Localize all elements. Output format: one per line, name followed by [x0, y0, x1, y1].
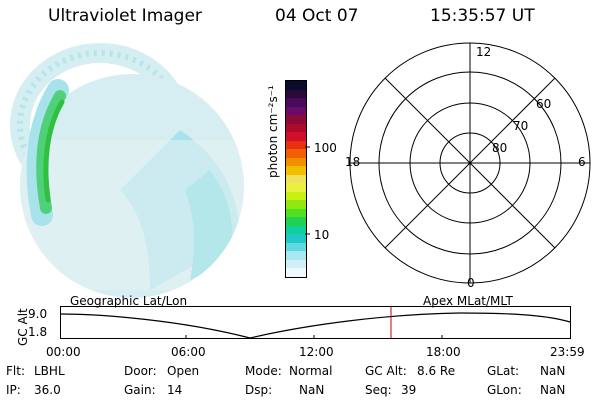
glon-value: NaN — [540, 383, 566, 397]
mlt-label-12: 12 — [476, 45, 492, 59]
altitude-curve — [59, 312, 571, 339]
seq-label: Seq: — [365, 383, 392, 397]
colorbar-segment — [286, 123, 306, 133]
timeline-x-tick-1: 06:00 — [171, 345, 206, 359]
colorbar-segment — [286, 81, 306, 90]
lat-label-70: 70 — [513, 119, 529, 133]
timeline-x-tick-3: 18:00 — [426, 345, 461, 359]
timeline-right-label: Apex MLat/MLT — [423, 294, 513, 308]
time-label: 15:35:57 UT — [430, 6, 535, 26]
timeline-y-tick-bottom: 1.8 — [28, 325, 48, 339]
timeline-plot — [59, 306, 571, 339]
glat-value: NaN — [540, 364, 566, 378]
aurora-bright-arc — [26, 79, 69, 226]
colorbar-segment — [286, 208, 306, 218]
ip-value: 36.0 — [34, 383, 61, 397]
colorbar-segment — [286, 191, 306, 201]
colorbar-segment — [286, 174, 306, 184]
mode-value: Normal — [289, 364, 333, 378]
colorbar-tick-100: 100 — [314, 141, 337, 155]
date-label: 04 Oct 07 — [275, 6, 359, 26]
door-value: Open — [167, 364, 200, 378]
colorbar-segment — [286, 157, 306, 167]
colorbar-segment — [286, 149, 306, 158]
colorbar — [285, 80, 307, 278]
timeline-x-tick-0: 00:00 — [46, 345, 81, 359]
colorbar-segment — [286, 259, 306, 269]
timeline-x-tick-2: 12:00 — [299, 345, 334, 359]
gcalt-value: 8.6 Re — [417, 364, 456, 378]
timeline-y-tick-top: 9.0 — [28, 307, 48, 321]
flt-label: Flt: — [6, 364, 25, 378]
polar-grid — [349, 42, 591, 284]
glon-label: GLon: — [487, 383, 522, 397]
dsp-value: NaN — [299, 383, 325, 397]
colorbar-ticks — [305, 146, 310, 235]
colorbar-segment — [286, 166, 306, 175]
colorbar-segment — [286, 217, 306, 226]
timeline-left-label: Geographic Lat/Lon — [70, 294, 188, 308]
colorbar-segment — [286, 183, 306, 192]
mode-label: Mode: — [245, 364, 282, 378]
colorbar-label: photon cm⁻²s⁻¹ — [266, 85, 280, 178]
auroral-image — [10, 43, 244, 298]
colorbar-segment — [286, 251, 306, 260]
colorbar-segment — [286, 106, 306, 116]
colorbar-segment — [286, 242, 306, 252]
gcalt-label: GC Alt: — [365, 364, 407, 378]
colorbar-tick-10: 10 — [314, 228, 330, 242]
colorbar-segment — [286, 89, 306, 99]
colorbar-segment — [286, 268, 306, 277]
ip-label: IP: — [6, 383, 21, 397]
colorbar-segment — [286, 200, 306, 209]
colorbar-segment — [286, 234, 306, 243]
door-label: Door: — [124, 364, 157, 378]
gain-label: Gain: — [124, 383, 156, 397]
colorbar-segment — [286, 140, 306, 150]
lat-label-80: 80 — [492, 141, 508, 155]
dsp-label: Dsp: — [245, 383, 273, 397]
gain-value: 14 — [167, 383, 183, 397]
flt-value: LBHL — [34, 364, 65, 378]
colorbar-segment — [286, 98, 306, 107]
sunlit-disk — [20, 74, 244, 298]
glat-label: GLat: — [487, 364, 520, 378]
mlt-label-18: 18 — [345, 155, 361, 169]
colorbar-segment — [286, 225, 306, 235]
lat-label-60: 60 — [536, 97, 552, 111]
colorbar-segment — [286, 115, 306, 124]
timeline-x-tick-4: 23:59 — [550, 345, 585, 359]
seq-value: 39 — [401, 383, 417, 397]
mlt-label-0: 0 — [467, 276, 475, 290]
mlt-label-6: 6 — [578, 155, 586, 169]
colorbar-segment — [286, 132, 306, 141]
instrument-title: Ultraviolet Imager — [48, 6, 202, 26]
